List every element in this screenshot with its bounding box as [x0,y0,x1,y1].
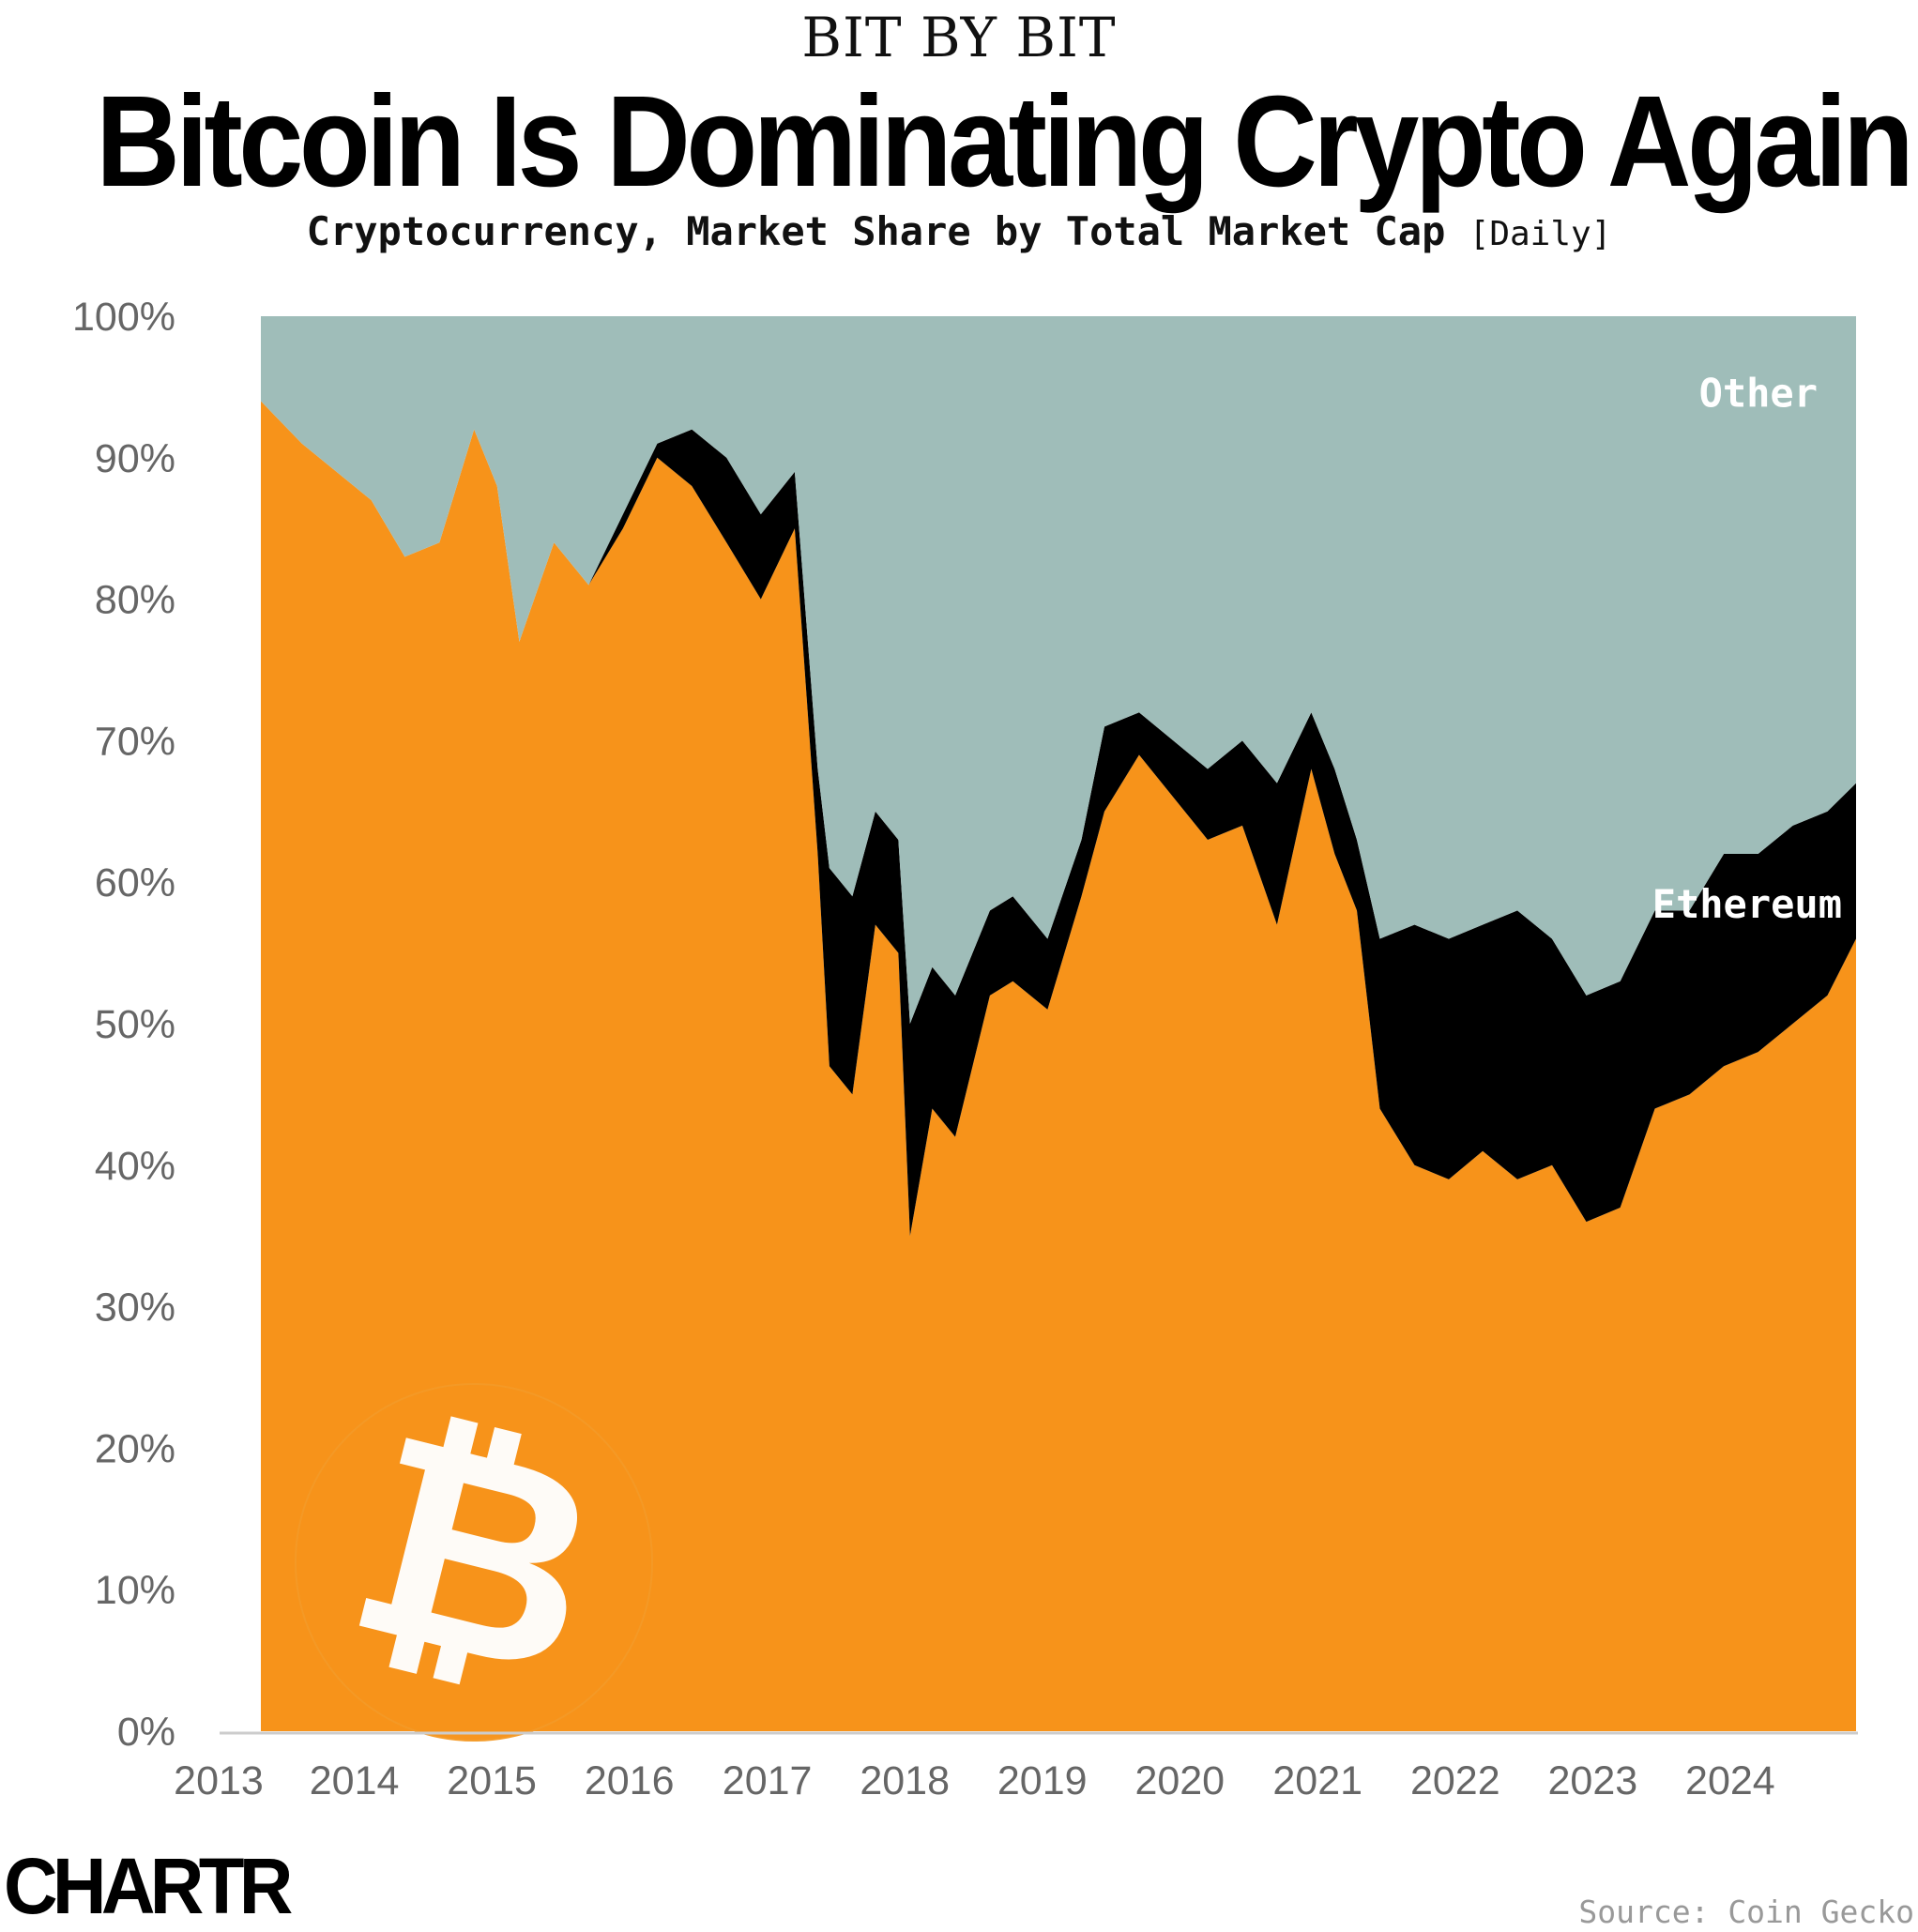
chartr-logo: CHARTR [4,1842,293,1930]
y-tick-label: 50% [95,1002,175,1047]
x-tick-label: 2017 [723,1758,813,1803]
x-tick-label: 2019 [997,1758,1088,1803]
label-ethereum: Ethereum [1652,881,1842,927]
y-tick-label: 100% [72,295,175,340]
bitcoin-logo-icon: ₿ [295,1368,653,1742]
y-tick-label: 80% [95,578,175,623]
y-tick-label: 60% [95,860,175,905]
chart-kicker: BIT BY BIT [801,6,1117,69]
y-tick-label: 20% [95,1426,175,1471]
subtitle-text: Cryptocurrency, Market Share by Total Ma… [306,208,1446,254]
x-tick-label: 2015 [447,1758,537,1803]
y-tick-label: 70% [95,719,175,764]
chart-title: Bitcoin Is Dominating Crypto Again [96,69,1914,214]
subtitle-frequency: [Daily] [1469,215,1612,253]
x-axis: 2013 2014 2015 2016 2017 2018 2019 2020 2021 2022… [174,1758,1775,1803]
chart-subtitle: Cryptocurrency, Market Share by Total Ma… [0,208,1918,254]
area-bitcoin [261,401,1856,1732]
y-axis: 0% 10% 20% 30% 40% 50% 60% 70% 80% 90% 100% [72,295,175,1755]
chart-areas [261,316,1856,1732]
area-ethereum [261,401,1856,1237]
y-tick-label: 10% [95,1568,175,1613]
y-tick-label: 90% [95,436,175,481]
y-tick-label: 0% [117,1710,175,1755]
y-tick-label: 40% [95,1144,175,1189]
x-tick-label: 2020 [1134,1758,1225,1803]
label-other: Other [1699,371,1818,417]
source-note: Source: Coin Gecko [1578,1894,1914,1930]
x-tick-label: 2016 [585,1758,675,1803]
x-tick-label: 2023 [1548,1758,1638,1803]
x-tick-label: 2013 [174,1758,264,1803]
area-labels: Other Ethereum [1652,371,1842,927]
x-tick-label: 2024 [1685,1758,1775,1803]
x-tick-label: 2014 [310,1758,400,1803]
x-tick-label: 2018 [860,1758,950,1803]
x-tick-label: 2021 [1272,1758,1362,1803]
x-tick-label: 2022 [1410,1758,1500,1803]
area-other [261,316,1856,1024]
y-tick-label: 30% [95,1285,175,1331]
